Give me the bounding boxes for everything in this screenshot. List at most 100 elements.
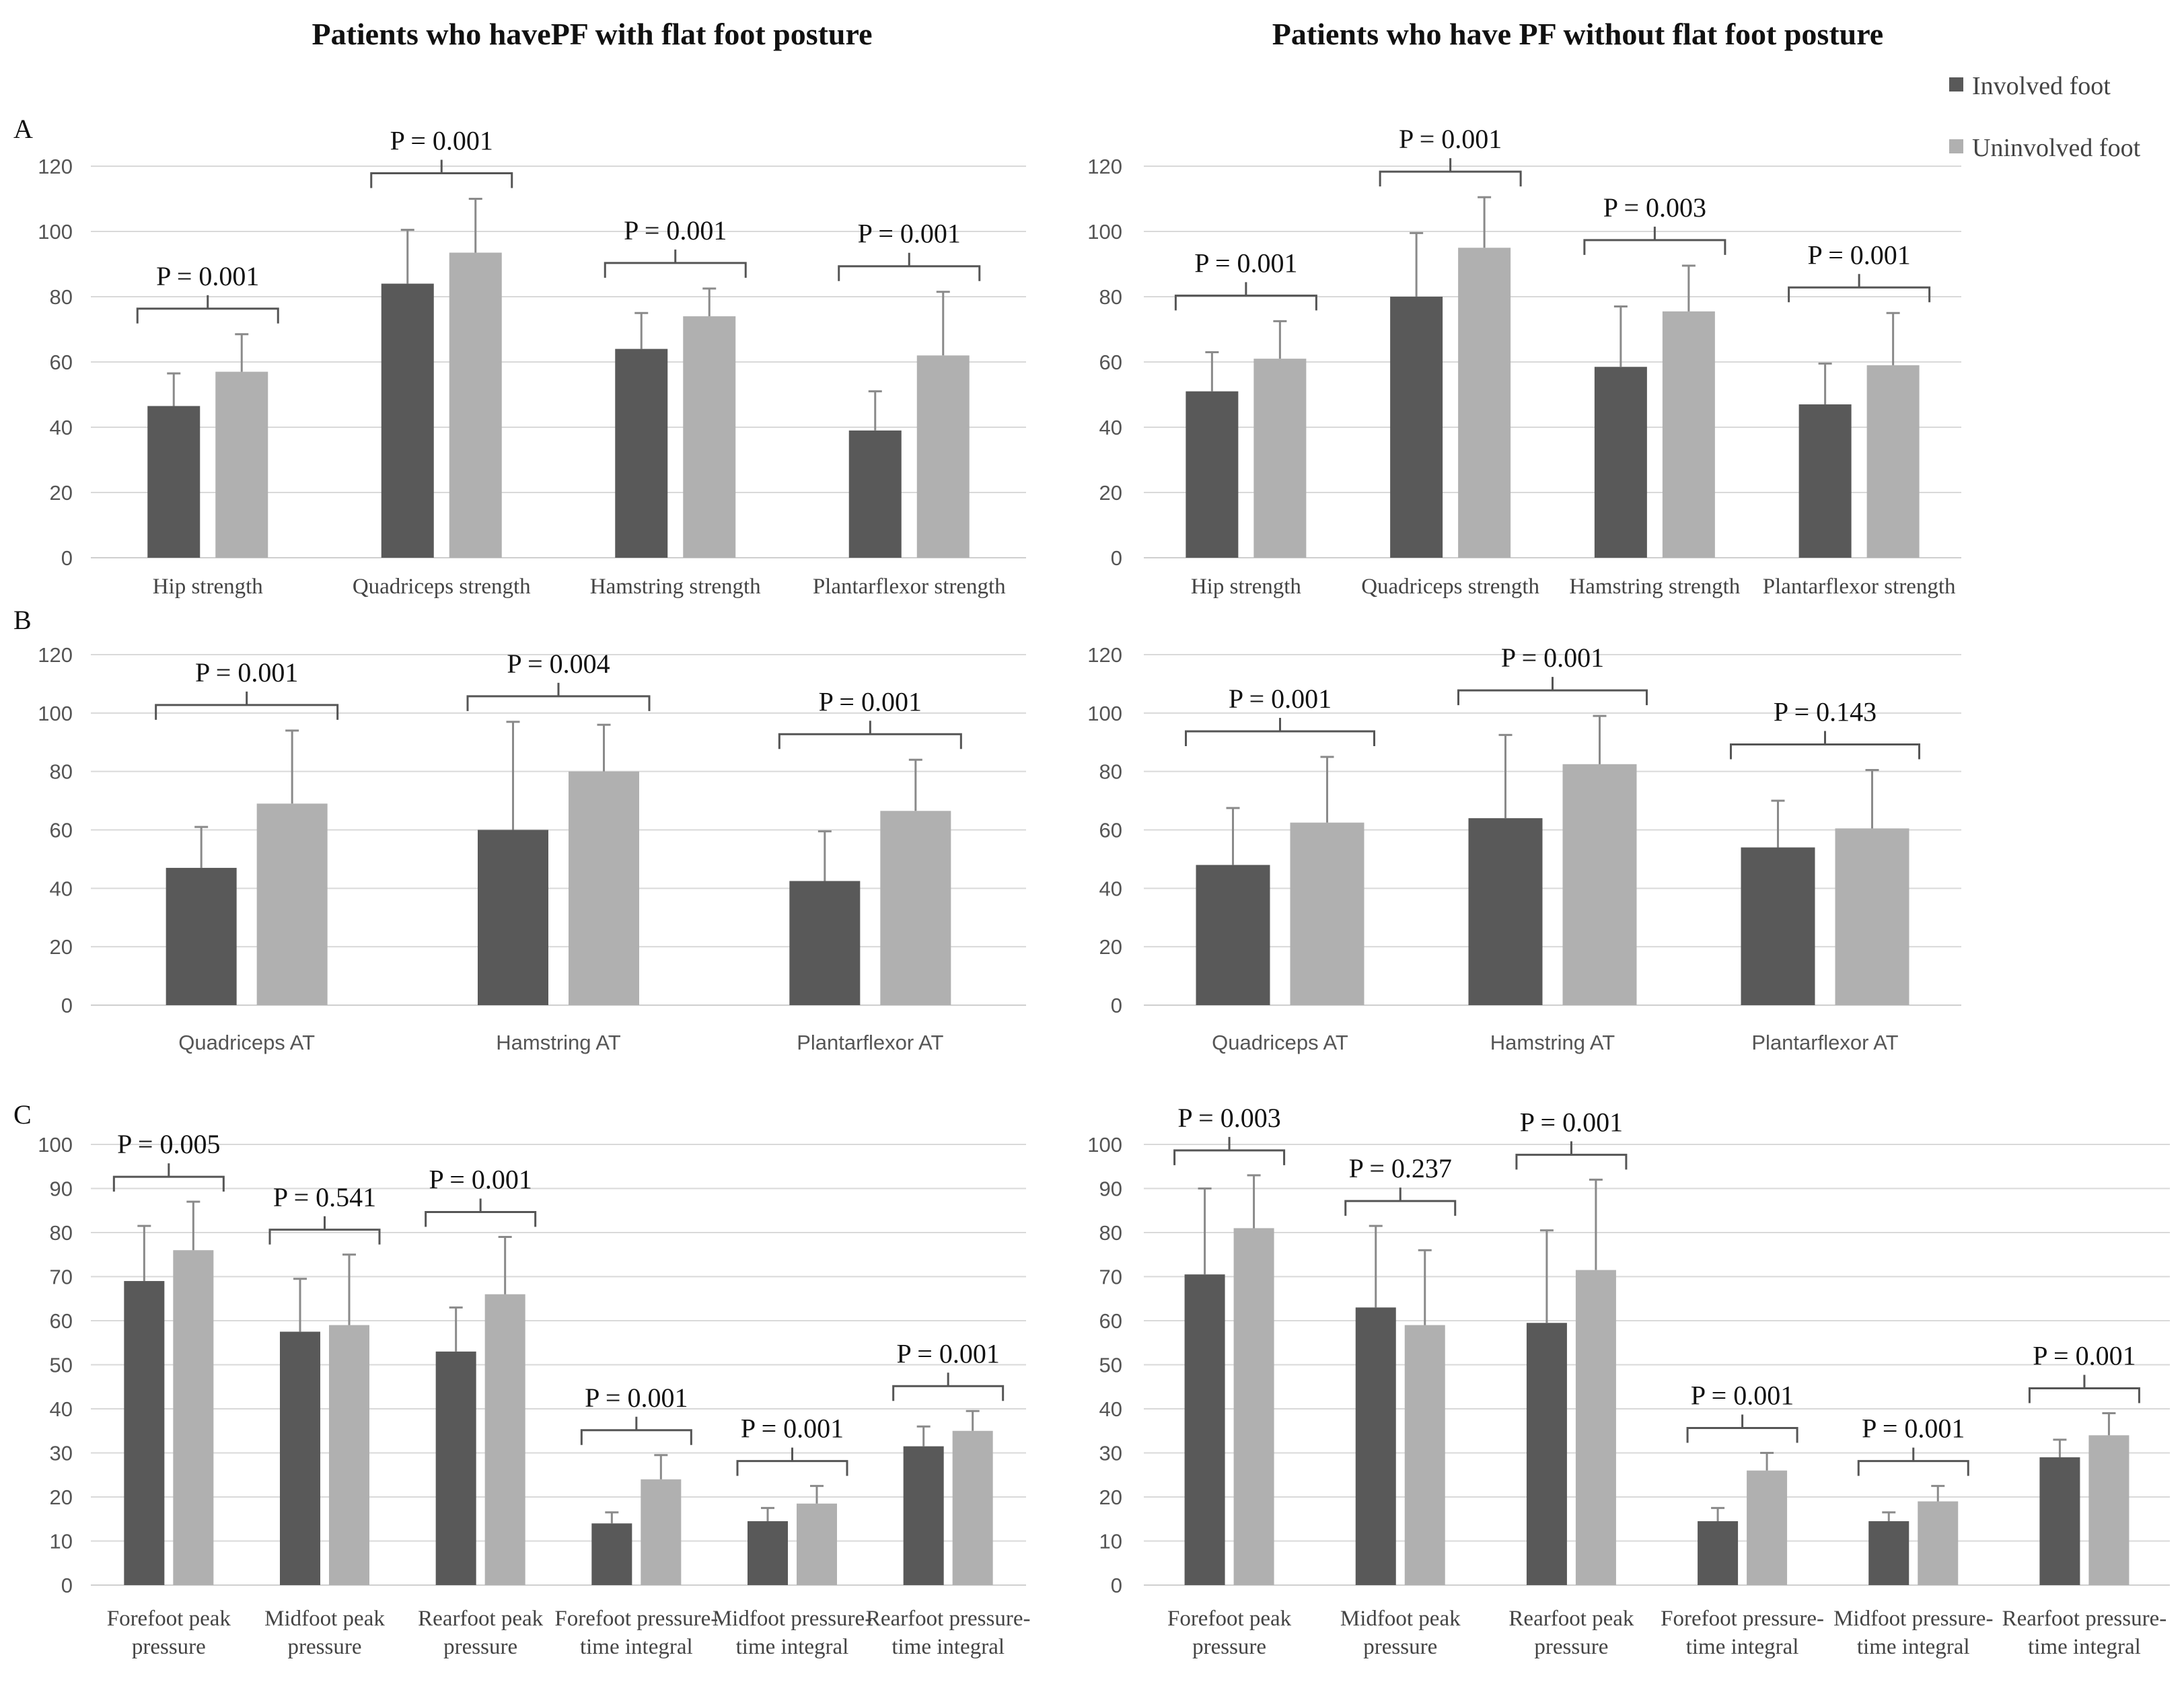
category-label: Quadriceps strength (353, 575, 531, 599)
y-tick-label: 40 (1099, 877, 1122, 900)
p-value-label: P = 0.003 (1177, 1103, 1280, 1133)
y-tick-label: 60 (1099, 351, 1122, 374)
legend-label-uninvolved: Uninvolved foot (1972, 134, 2141, 162)
y-tick-label: 100 (1087, 702, 1122, 725)
bar-uninvolved (173, 1250, 214, 1585)
bar-uninvolved (1575, 1270, 1616, 1585)
p-value-label: P = 0.001 (624, 215, 727, 246)
category-group: P = 0.001 Rearfoot pressure-time integral (866, 1338, 1031, 1659)
bar-involved (789, 881, 861, 1005)
category-group: P = 0.005 Forefoot peak pressure (107, 1129, 231, 1659)
category-group: P = 0.004 Hamstring AT (466, 649, 651, 1054)
category-label: pressure (443, 1635, 517, 1659)
y-tick-label: 0 (61, 994, 73, 1017)
category-group: P = 0.001 Quadriceps AT (155, 657, 339, 1054)
p-value-label: P = 0.001 (1807, 240, 1910, 270)
y-tick-label: 80 (1099, 760, 1122, 784)
left-column-title: Patients who havePF with flat foot postu… (312, 17, 872, 51)
category-label: Forefoot pressure- (554, 1607, 718, 1631)
bar-uninvolved (1253, 359, 1307, 558)
category-label: Hamstring AT (496, 1031, 621, 1054)
category-label: time integral (891, 1635, 1005, 1659)
significance-bracket (1185, 717, 1375, 746)
y-tick-label: 20 (50, 481, 73, 505)
y-tick-label: 0 (1111, 546, 1122, 570)
category-group: P = 0.001 Hip strength (136, 261, 279, 599)
y-tick-label: 60 (50, 351, 73, 374)
row-label-c: C (13, 1099, 32, 1130)
bar-uninvolved (329, 1325, 369, 1585)
p-value-label: P = 0.001 (819, 686, 922, 717)
legend: Involved foot Uninvolved foot (1949, 72, 2141, 162)
category-label: Plantarflexor strength (1763, 575, 1956, 599)
bar-involved (1468, 818, 1543, 1005)
y-tick-label: 20 (1099, 481, 1122, 505)
category-label: time integral (736, 1635, 849, 1659)
significance-bracket (1686, 1414, 1798, 1443)
category-group: P = 0.001 Forefoot pressure-time integral (554, 1383, 718, 1659)
y-tick-label: 120 (38, 643, 73, 667)
y-tick-label: 20 (1099, 1486, 1122, 1509)
p-value-label: P = 0.143 (1774, 696, 1877, 727)
y-tick-label: 100 (38, 1133, 73, 1157)
category-label: Forefoot peak (107, 1607, 231, 1631)
bar-involved (591, 1523, 632, 1585)
y-tick-label: 10 (50, 1530, 73, 1553)
chart-panel-c-left: 0 10 20 30 40 50 60 70 80 90 100 P = 0.005 Forefoot … (38, 1129, 1030, 1659)
bar-uninvolved (2088, 1435, 2130, 1585)
y-tick-label: 80 (50, 1221, 73, 1245)
y-tick-label: 50 (50, 1354, 73, 1377)
category-label: time integral (580, 1635, 693, 1659)
bar-uninvolved (1835, 828, 1909, 1005)
bar-involved (478, 830, 548, 1005)
bar-involved (124, 1281, 165, 1585)
y-tick-label: 100 (1087, 1133, 1122, 1157)
significance-bracket (1788, 274, 1931, 303)
bar-involved (1868, 1521, 1909, 1585)
p-value-label: P = 0.004 (507, 649, 610, 679)
category-label: Midfoot peak (264, 1607, 385, 1631)
significance-bracket (1457, 677, 1648, 706)
significance-bracket (136, 295, 279, 324)
y-tick-label: 40 (50, 877, 73, 900)
p-value-label: P = 0.001 (1194, 248, 1297, 278)
y-tick-label: 50 (1099, 1354, 1122, 1377)
p-value-label: P = 0.001 (429, 1165, 532, 1195)
category-group: P = 0.003 Hamstring strength (1569, 192, 1740, 599)
category-group: P = 0.001 Hip strength (1174, 248, 1317, 599)
y-tick-label: 20 (50, 1486, 73, 1509)
y-tick-label: 120 (1087, 643, 1122, 667)
category-label: Plantarflexor strength (813, 575, 1006, 599)
category-group: P = 0.001 Quadriceps strength (1361, 124, 1539, 599)
p-value-label: P = 0.237 (1349, 1153, 1452, 1183)
bar-involved (1698, 1521, 1739, 1585)
category-group: P = 0.001 Midfoot pressure-time integral (713, 1414, 872, 1659)
y-tick-label: 100 (1087, 220, 1122, 244)
p-value-label: P = 0.001 (1520, 1107, 1623, 1137)
y-tick-label: 60 (50, 819, 73, 842)
significance-bracket (112, 1163, 225, 1192)
category-label: Hip strength (1191, 575, 1302, 599)
y-tick-label: 0 (61, 1574, 73, 1597)
category-label: pressure (288, 1635, 362, 1659)
y-tick-label: 100 (38, 702, 73, 725)
legend-swatch-uninvolved (1949, 139, 1963, 153)
p-value-label: P = 0.003 (1603, 192, 1706, 223)
category-group: P = 0.001 Midfoot pressure-time integral (1833, 1414, 1993, 1659)
significance-bracket (604, 249, 747, 278)
bar-involved (280, 1331, 320, 1585)
significance-bracket (580, 1416, 692, 1445)
y-tick-label: 0 (1111, 994, 1122, 1017)
category-group: P = 0.001 Plantarflexor strength (1763, 240, 1956, 599)
bar-uninvolved (952, 1430, 993, 1585)
bar-uninvolved (880, 811, 951, 1005)
category-group: P = 0.001 Quadriceps strength (353, 126, 531, 599)
bar-involved (748, 1521, 788, 1585)
category-label: time integral (1686, 1635, 1799, 1659)
category-label: Forefoot peak (1167, 1607, 1292, 1631)
row-label-a: A (13, 114, 33, 144)
y-tick-label: 80 (1099, 285, 1122, 309)
